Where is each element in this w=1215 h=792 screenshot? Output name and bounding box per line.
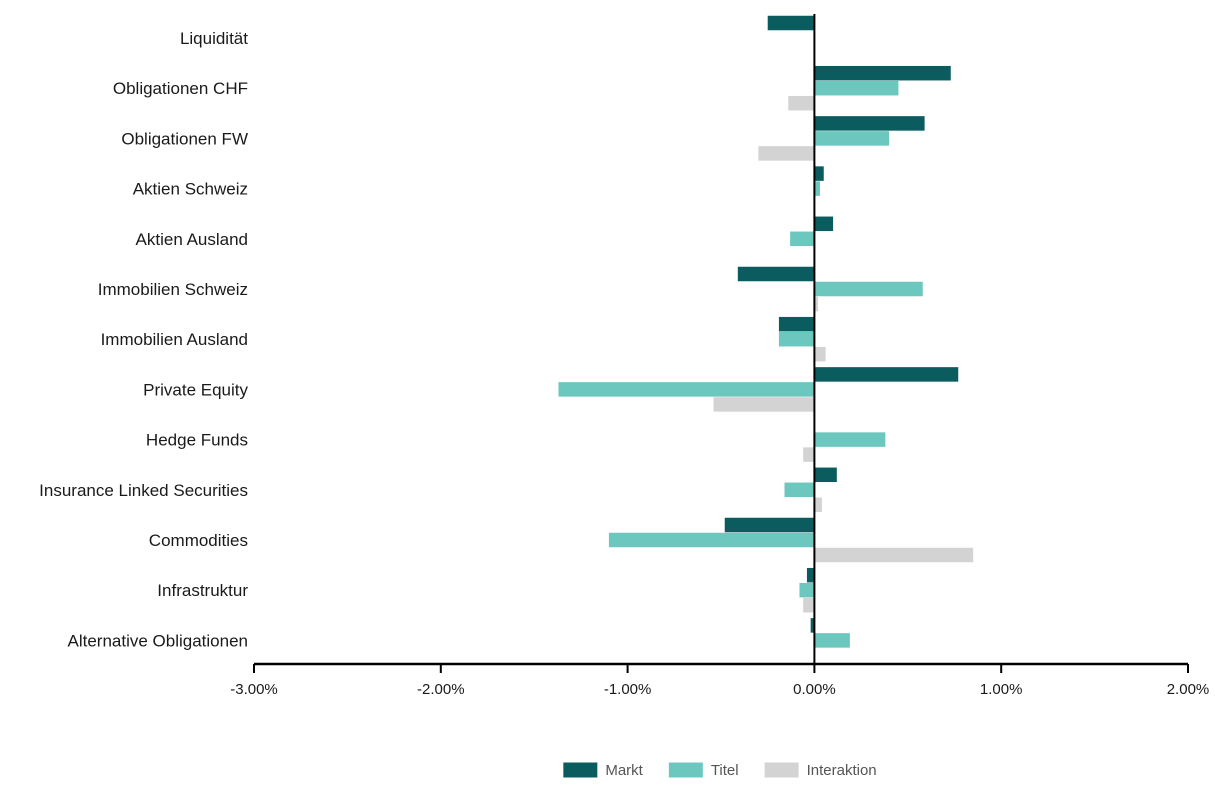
category-label: Private Equity — [143, 380, 248, 399]
legend-swatch-interaktion — [764, 762, 799, 778]
x-tick-label: 2.00% — [1167, 681, 1210, 698]
category-label: Insurance Linked Securities — [39, 481, 248, 500]
x-tick-label: 0.00% — [793, 681, 836, 698]
legend-swatch-markt — [563, 762, 598, 778]
x-tick-label: 1.00% — [980, 681, 1023, 698]
bar-titel-2 — [814, 131, 890, 146]
bar-interaktion-1 — [788, 95, 815, 111]
legend-label-interaktion: Interaktion — [807, 762, 877, 779]
bar-markt-11 — [806, 567, 815, 583]
bar-interaktion-9 — [814, 497, 822, 513]
bar-titel-10 — [608, 532, 815, 548]
category-label: Aktien Schweiz — [133, 180, 248, 199]
x-tick-label: -1.00% — [604, 681, 652, 698]
bar-markt-5 — [737, 266, 815, 282]
x-tick-label: -3.00% — [230, 681, 278, 698]
bar-titel-5 — [814, 281, 923, 297]
x-tick-label: -2.00% — [417, 681, 465, 698]
category-label: Alternative Obligationen — [67, 631, 248, 650]
bar-titel-7 — [558, 382, 815, 397]
category-label: Hedge Funds — [146, 431, 248, 450]
bar-markt-10 — [724, 517, 815, 533]
category-label: Aktien Ausland — [136, 230, 248, 249]
bar-titel-11 — [799, 582, 815, 598]
category-label: Commodities — [149, 531, 248, 550]
category-label: Immobilien Schweiz — [98, 280, 248, 299]
category-label: Liquidität — [180, 29, 248, 48]
bar-markt-1 — [814, 65, 951, 81]
bar-titel-6 — [778, 331, 815, 347]
bar-markt-2 — [814, 116, 925, 131]
bar-interaktion-5 — [814, 296, 819, 312]
bar-markt-7 — [814, 367, 959, 382]
bar-markt-12 — [810, 618, 815, 633]
bar-markt-3 — [814, 166, 824, 181]
category-label: Obligationen FW — [121, 129, 248, 148]
bar-interaktion-2 — [758, 146, 815, 161]
legend-swatch-titel — [668, 762, 703, 778]
bar-interaktion-10 — [814, 547, 974, 563]
bar-markt-9 — [814, 467, 837, 483]
bar-markt-4 — [814, 216, 834, 232]
bar-markt-0 — [767, 15, 815, 31]
category-label: Obligationen CHF — [113, 79, 248, 98]
category-label: Immobilien Ausland — [101, 330, 248, 349]
bar-interaktion-7 — [713, 397, 815, 412]
category-label: Infrastruktur — [157, 581, 248, 600]
bar-interaktion-6 — [814, 346, 826, 362]
bar-markt-6 — [778, 316, 815, 332]
bar-titel-8 — [814, 432, 886, 447]
bar-titel-1 — [814, 80, 899, 96]
bar-titel-9 — [784, 482, 815, 498]
bars-layer — [558, 15, 974, 648]
bar-interaktion-8 — [803, 447, 815, 462]
bar-titel-4 — [790, 231, 815, 247]
legend-label-titel: Titel — [711, 762, 739, 779]
bar-titel-12 — [814, 633, 850, 648]
axes-layer — [254, 14, 1188, 666]
x-tick-labels: -3.00% -2.00% -1.00% 0.00% 1.00% 2.00% — [230, 664, 1209, 698]
legend: Markt Titel Interaktion — [563, 762, 877, 779]
bar-interaktion-11 — [803, 597, 815, 613]
bar-titel-3 — [814, 181, 820, 196]
legend-label-markt: Markt — [605, 762, 643, 779]
category-labels: Liquidität Obligationen CHF Obligationen F… — [39, 29, 248, 650]
